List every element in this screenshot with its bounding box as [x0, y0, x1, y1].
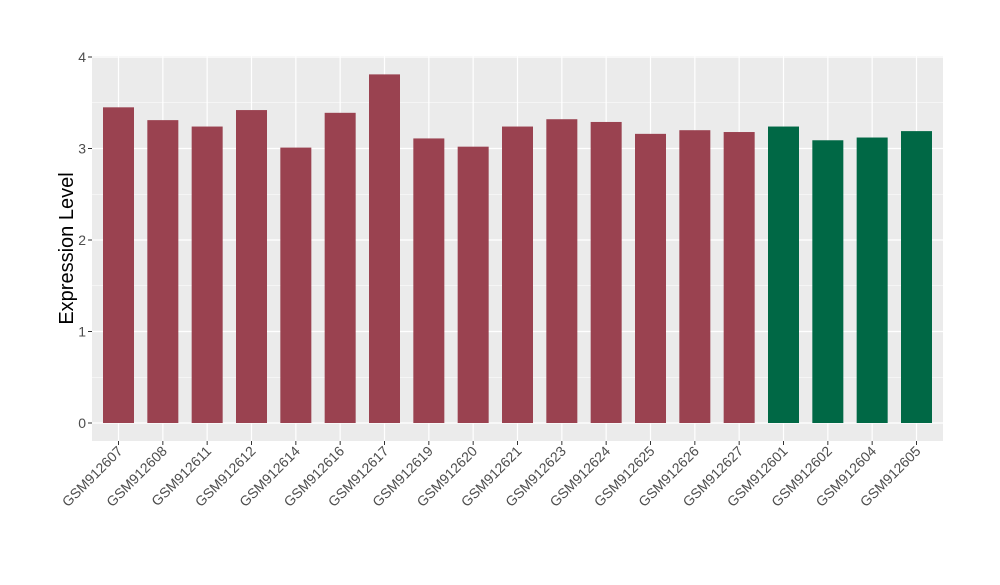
bar-GSM912605	[901, 131, 932, 424]
bar-GSM912620	[457, 146, 489, 424]
x-axis: GSM912607GSM912608GSM912611GSM912612GSM9…	[59, 441, 924, 510]
bar-GSM912611	[191, 126, 223, 423]
bar-GSM912626	[679, 130, 711, 423]
bar-GSM912612	[236, 110, 267, 423]
bar-GSM912621	[502, 126, 533, 423]
y-axis: 0 1 2 3 4	[78, 49, 92, 431]
bar-GSM912627	[723, 132, 755, 423]
y-tick-label: 3	[78, 141, 86, 157]
y-tick-label: 0	[78, 415, 86, 431]
bar-GSM912616	[324, 112, 356, 423]
bar-GSM912602	[812, 140, 844, 423]
bar-GSM912623	[546, 119, 578, 423]
bar-GSM912619	[413, 138, 445, 423]
bar-GSM912607	[103, 107, 134, 423]
bar-GSM912608	[147, 120, 179, 423]
bar-GSM912604	[856, 137, 888, 423]
bar-GSM912625	[635, 133, 666, 424]
y-axis-label: Expression Level	[56, 172, 78, 324]
y-tick-label: 1	[78, 324, 86, 340]
y-tick-label: 4	[78, 49, 86, 65]
bars-group	[103, 74, 932, 424]
bar-GSM912617	[369, 74, 400, 423]
bar-GSM912624	[590, 121, 622, 423]
bar-GSM912614	[280, 147, 312, 423]
y-tick-label: 2	[78, 232, 86, 248]
bar-GSM912601	[768, 126, 799, 423]
